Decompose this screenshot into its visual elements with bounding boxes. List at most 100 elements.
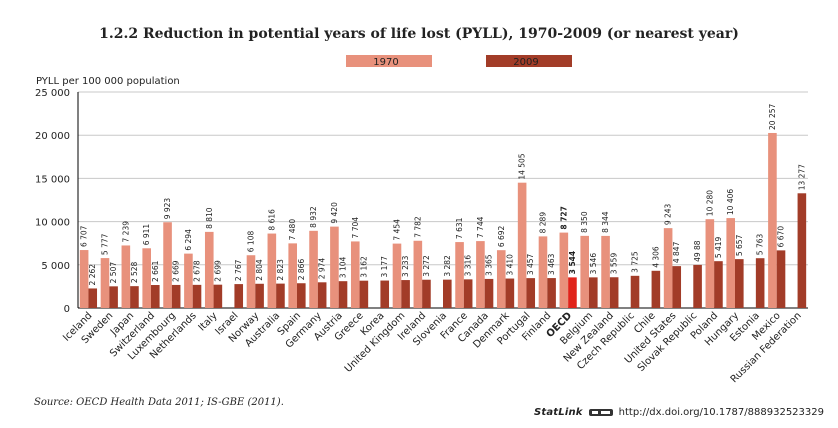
bar-2009 (463, 279, 473, 308)
bar-2009 (192, 284, 202, 308)
data-label-2009: 4 306 (651, 246, 660, 268)
data-label-1970: 20 257 (768, 104, 777, 130)
legend-label-2009: 2009 (513, 57, 538, 68)
data-label-2009: 2 678 (193, 260, 202, 282)
data-label-2009: 49 88 (693, 240, 702, 262)
data-label-2009: 3 725 (631, 251, 640, 273)
bar-2009 (338, 281, 348, 308)
source-text: OECD Health Data 2011; IS-GBE (2011). (72, 397, 284, 408)
chart-title: 1.2.2 Reduction in potential years of li… (99, 26, 739, 42)
data-label-1970: 8 932 (309, 206, 318, 228)
bar-2009 (88, 288, 98, 308)
bar-1970 (100, 258, 110, 308)
data-label-1970: 7 480 (288, 219, 297, 241)
data-label-1970: 7 744 (476, 216, 485, 238)
data-label-2009: 3 282 (443, 255, 452, 277)
data-label-1970: 6 692 (497, 225, 506, 247)
data-label-2009: 2 974 (318, 258, 327, 280)
data-label-1970: 6 108 (246, 231, 255, 253)
bar-1970 (392, 243, 402, 308)
bar-2009 (630, 275, 640, 308)
bar-1970 (79, 250, 89, 308)
source-note: Source: OECD Health Data 2011; IS-GBE (2… (34, 397, 284, 408)
data-label-1970: 6 707 (80, 225, 89, 247)
y-tick-label: 5 000 (41, 261, 70, 272)
data-label-2009: 3 316 (464, 255, 473, 277)
bar-1970 (726, 218, 735, 308)
data-label-1970: 7 704 (351, 217, 360, 239)
data-label-2009: 13 277 (797, 164, 806, 190)
data-label-2009: 5 763 (756, 234, 765, 256)
data-label-1970: 7 782 (413, 216, 422, 238)
bar-2009 (484, 278, 494, 308)
data-label-1970: 8 616 (267, 209, 276, 231)
legend-label-1970: 1970 (373, 57, 398, 68)
bar-1970 (455, 242, 464, 308)
data-label-2009: 6 670 (777, 226, 786, 248)
data-label-2009: 2 699 (213, 260, 222, 282)
data-label-2009: 3 162 (359, 256, 368, 278)
data-label-1970: 8 344 (601, 211, 610, 233)
data-label-2009: 3 104 (339, 256, 348, 278)
bar-1970 (601, 235, 610, 308)
data-label-2009: 3 546 (589, 253, 598, 275)
bar-2009 (359, 280, 369, 308)
bar-1970 (267, 233, 277, 308)
data-label-2009: 2 528 (130, 261, 139, 283)
bar-2009 (693, 264, 702, 308)
bar-1970 (517, 182, 527, 308)
bar-1970 (142, 248, 151, 308)
data-label-1970: 8 289 (538, 212, 547, 234)
data-label-2009: 3 233 (401, 255, 410, 277)
statlink-brand: StatLink (533, 407, 583, 418)
data-label-2009: 2 661 (151, 260, 160, 282)
data-label-2009: 2 262 (88, 264, 97, 286)
y-tick-label: 15 000 (35, 174, 70, 185)
bar-2009 (317, 282, 327, 308)
bar-2009 (526, 278, 536, 308)
y-tick-label: 10 000 (35, 218, 70, 229)
statlink[interactable]: StatLink http://dx.doi.org/10.1787/88893… (534, 407, 824, 418)
data-label-2009: 2 767 (234, 259, 243, 281)
bar-2009 (589, 277, 598, 308)
bar-1970 (350, 241, 360, 308)
data-label-2009: 4 847 (672, 241, 681, 263)
source-label: Source: (34, 397, 73, 408)
data-label-2009: 3 272 (422, 255, 431, 277)
data-label-1970: 10 280 (705, 190, 714, 216)
bar-1970 (559, 232, 569, 308)
data-label-2009: 2 669 (172, 260, 181, 282)
data-label-1970: 9 420 (330, 202, 339, 224)
bar-2009 (276, 283, 285, 308)
data-label-1970: 14 505 (518, 153, 527, 179)
bar-1970 (768, 132, 777, 308)
data-label-2009: 3 177 (380, 256, 389, 278)
bar-2009 (255, 283, 264, 308)
bar-1970 (163, 222, 172, 308)
bar-2009 (672, 266, 682, 308)
bar-1970 (121, 245, 131, 308)
bar-2009 (297, 283, 306, 308)
data-label-1970: 8 810 (205, 207, 214, 229)
bar-1970 (288, 243, 297, 308)
bar-2009 (776, 250, 786, 308)
bar-1970 (413, 240, 423, 308)
bar-2009 (547, 278, 556, 308)
bar-2009 (109, 286, 118, 308)
data-label-2009: 5 657 (735, 234, 744, 256)
bar-2009 (651, 270, 661, 308)
data-label-2009: 2 804 (255, 259, 264, 281)
data-label-1970: 9 923 (163, 198, 172, 220)
data-label-2009: 3 559 (610, 253, 619, 275)
y-tick-label: 20 000 (35, 131, 70, 142)
data-label-1970: 6 294 (184, 229, 193, 251)
y-axis-label: PYLL per 100 000 population (36, 76, 180, 87)
y-tick-label: 25 000 (35, 88, 70, 99)
statlink-url[interactable]: http://dx.doi.org/10.1787/888932523329 (618, 407, 824, 418)
data-label-1970: 8 350 (580, 211, 589, 233)
bar-2009 (401, 280, 410, 308)
bar-1970 (496, 250, 506, 308)
statlink-logo-icon (588, 409, 613, 416)
data-label-2009: 3 544 (568, 251, 577, 275)
